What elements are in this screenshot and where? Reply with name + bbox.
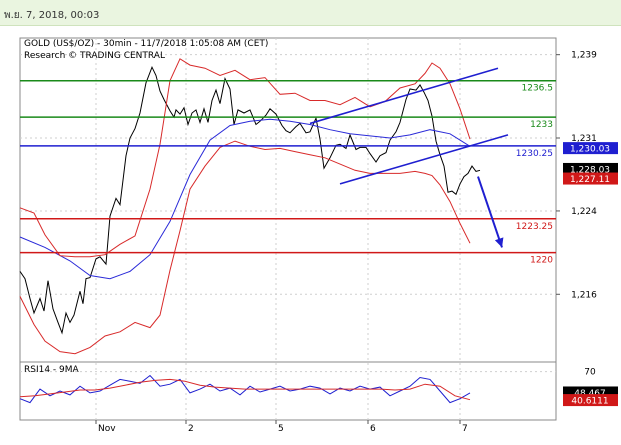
- level-label: 1220: [530, 256, 553, 266]
- x-tick-label: Nov: [98, 424, 116, 434]
- rsi-value-tag-bg: [563, 394, 618, 407]
- price-tag-bg: [563, 142, 618, 155]
- rsi-title: RSI14 - 9MA: [24, 365, 80, 375]
- chart-subtitle: Research © TRADING CENTRAL: [24, 51, 165, 61]
- y-tick-label: 1,216: [571, 290, 597, 300]
- price-tag: 1,228.03: [570, 165, 610, 175]
- header-datetime: พ.ย. 7, 2018, 00:03: [4, 10, 100, 21]
- rsi-value-tag: 48.467: [574, 389, 606, 399]
- rsi-value-tag: 40.6111: [571, 397, 608, 407]
- moving-average-line: [19, 118, 471, 280]
- trendline: [309, 67, 499, 125]
- price-tag-bg: [563, 162, 618, 175]
- top-bar: พ.ย. 7, 2018, 00:03: [0, 0, 621, 26]
- rsi-tick-label: 70: [584, 368, 596, 378]
- main-plot-area: [19, 37, 557, 363]
- x-tick-label: 6: [370, 424, 376, 434]
- level-label: 1233: [530, 120, 553, 130]
- trendline: [339, 134, 509, 185]
- level-label: 1230.25: [516, 149, 553, 159]
- rsi-line: [19, 374, 471, 404]
- rsi-ma-line: [19, 378, 471, 401]
- level-label: 1236.5: [522, 84, 554, 94]
- price-tag-bg: [563, 172, 618, 185]
- x-tick-label: 7: [462, 424, 468, 434]
- y-tick-label: 1,239: [571, 51, 597, 61]
- y-tick-label: 1,231: [571, 134, 597, 144]
- forecast-arrow: [477, 176, 503, 248]
- x-tick-label: 2: [188, 424, 194, 434]
- level-label: 1223.25: [516, 222, 553, 232]
- price-series: [19, 65, 481, 335]
- price-tag: 1,227.11: [570, 175, 610, 185]
- y-tick-label: 1,224: [571, 207, 597, 217]
- x-tick-label: 5: [278, 424, 284, 434]
- chart-title: GOLD (US$/OZ) - 30min - 11/7/2018 1:05:0…: [24, 39, 268, 49]
- forecast-arrow-head: [494, 237, 504, 248]
- price-tag: 1,230.03: [570, 145, 610, 155]
